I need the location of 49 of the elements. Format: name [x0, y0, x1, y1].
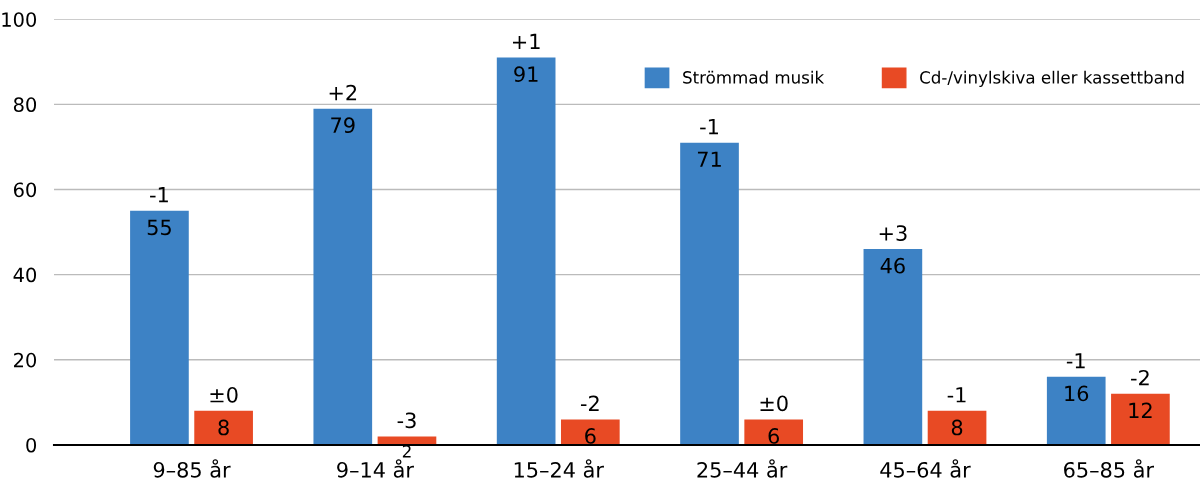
y-tick-label: 100 [2, 12, 37, 27]
bar [1111, 393, 1170, 445]
bar [1046, 376, 1106, 445]
y-tick-label: 80 [13, 97, 37, 113]
bar [130, 210, 189, 445]
data-label: 8 [218, 419, 229, 436]
annotation: -3 [397, 412, 416, 429]
data-label: 16 [1065, 385, 1089, 402]
legend-label: Strömmad musik [683, 70, 825, 84]
data-label: 55 [147, 219, 171, 236]
x-tick-label: 15–24 år [514, 459, 604, 478]
bar [680, 142, 739, 445]
data-label: 6 [768, 428, 779, 444]
data-label: 79 [331, 117, 355, 134]
data-label: 6 [585, 428, 596, 444]
y-tick-label: 20 [14, 352, 37, 368]
bar [313, 108, 373, 445]
x-tick-label: 65–85 år [1064, 459, 1155, 478]
data-label: 12 [1129, 402, 1152, 419]
bar [560, 419, 620, 445]
x-tick-label: 9–85 år [153, 459, 231, 478]
y-tick-label: 60 [13, 182, 37, 198]
annotation: -2 [1131, 369, 1149, 386]
annotation: ±0 [760, 395, 788, 412]
x-tick-label: 45–64 år [880, 459, 971, 478]
annotation: +2 [329, 84, 357, 101]
annotation: -1 [947, 387, 966, 403]
annotation: +3 [879, 225, 907, 241]
data-label: 71 [697, 151, 721, 167]
annotation: -1 [700, 119, 718, 135]
bar [377, 436, 437, 445]
annotation: ±0 [210, 386, 238, 403]
legend-label: Cd-/vinylskiva eller kassettband [920, 70, 1184, 87]
annotation: -2 [580, 395, 599, 411]
bar [194, 410, 253, 445]
data-label: 91 [514, 66, 538, 83]
annotation: -1 [1066, 353, 1085, 369]
x-tick-label: 9–14 år [337, 459, 414, 478]
data-label: 46 [880, 257, 905, 274]
x-tick-label: 25–44 år [697, 459, 788, 478]
bar [927, 410, 987, 445]
bar [496, 57, 556, 445]
annotation: +1 [513, 33, 540, 50]
bar [744, 419, 804, 445]
bar [863, 249, 923, 445]
y-tick-label: 40 [13, 267, 37, 283]
annotation: -1 [150, 187, 168, 203]
data-label: 8 [951, 419, 963, 436]
y-tick-label: 0 [26, 437, 37, 453]
